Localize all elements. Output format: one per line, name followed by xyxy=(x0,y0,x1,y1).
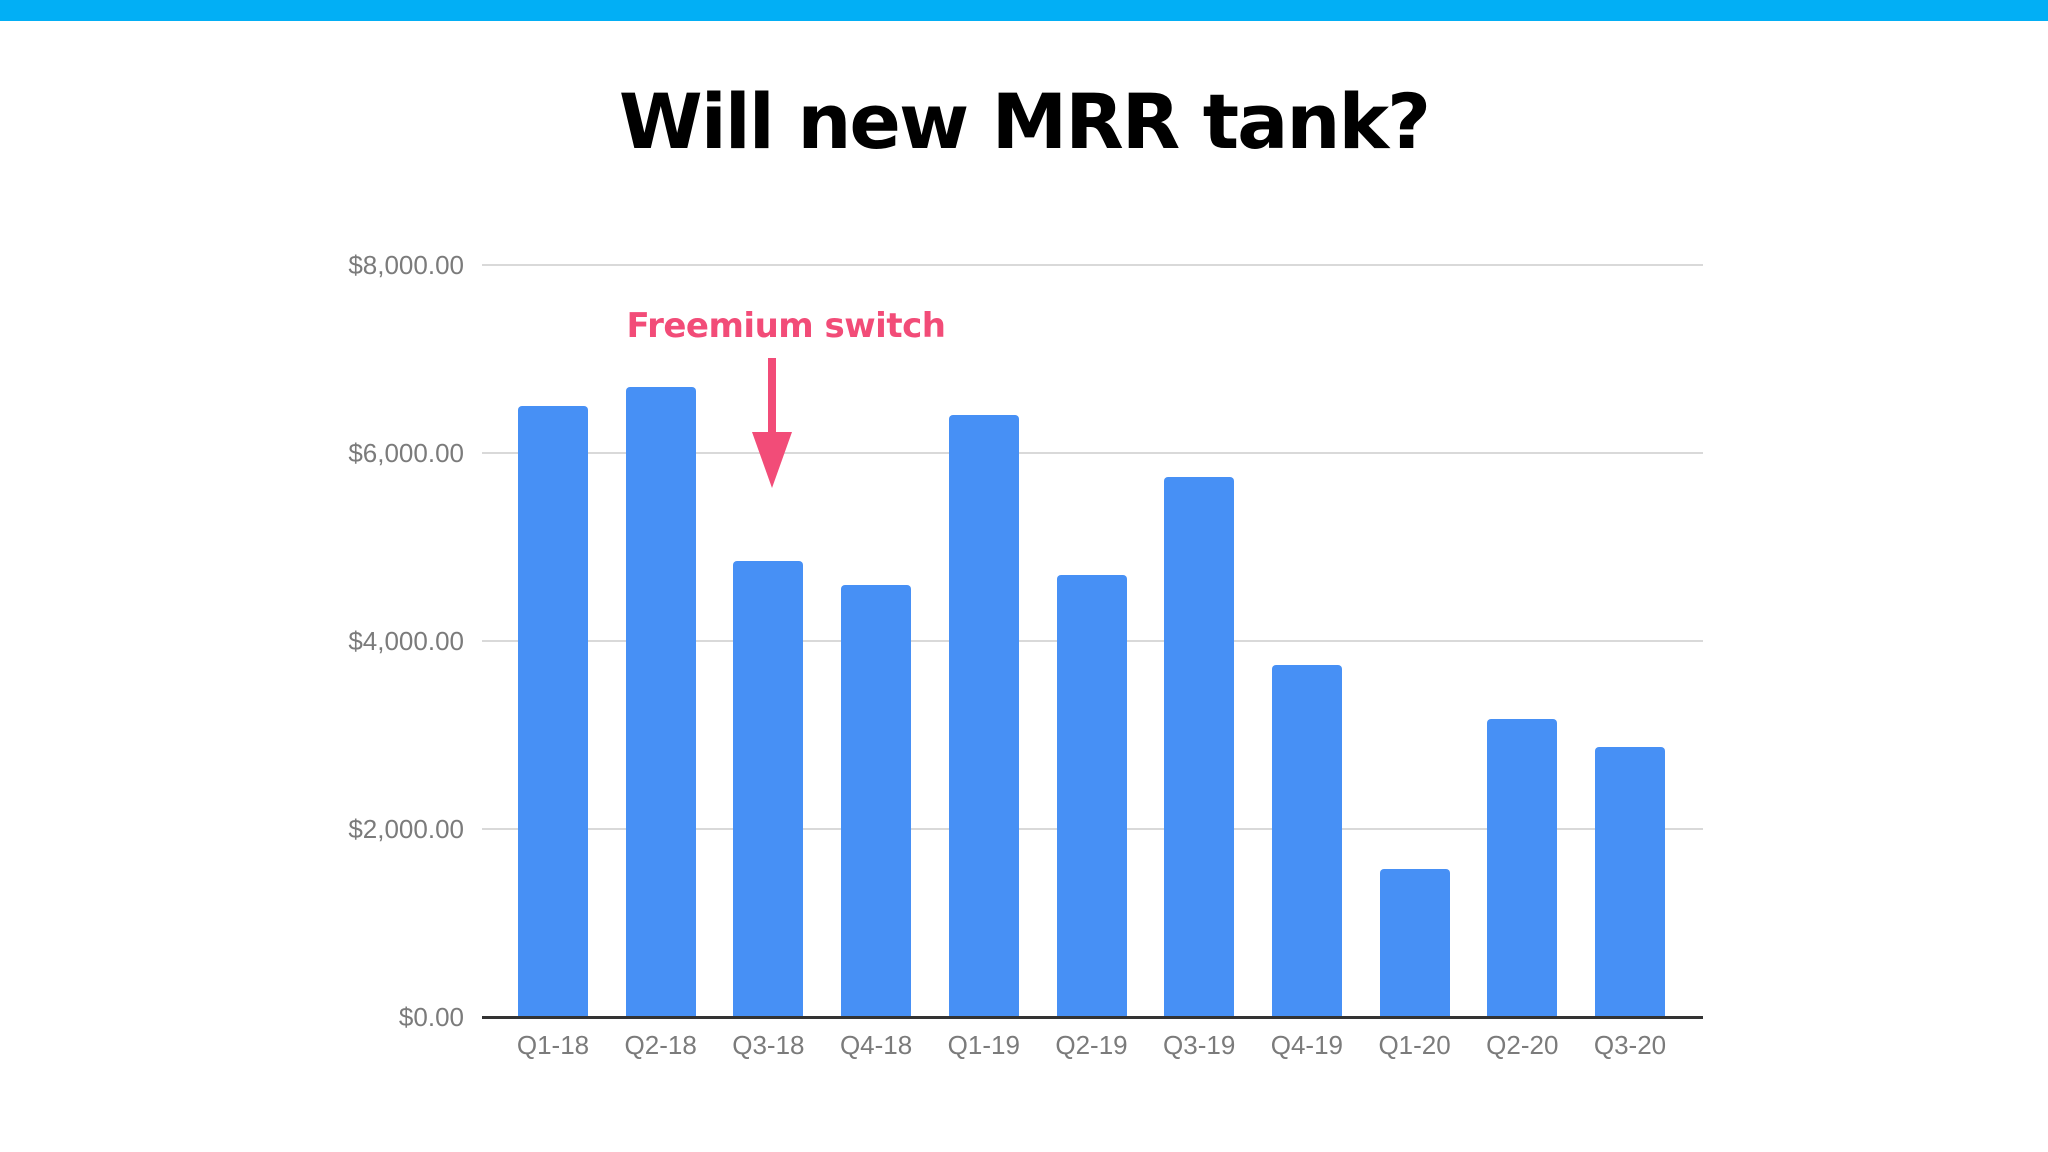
x-axis-tick-label: Q1-18 xyxy=(516,1030,590,1060)
bar-q2-18 xyxy=(625,387,696,1017)
bar-q2-20 xyxy=(1487,718,1558,1017)
x-axis-tick-label: Q2-20 xyxy=(1486,1030,1559,1060)
x-axis-tick-label: Q4-19 xyxy=(1270,1030,1344,1060)
slide-title: Will new MRR tank? xyxy=(618,77,1431,166)
annotation-label: Freemium switch xyxy=(626,306,946,346)
x-axis-tick-label: Q3-19 xyxy=(1163,1030,1236,1060)
bar-q3-19 xyxy=(1164,476,1235,1017)
y-axis-tick-label: $8,000.00 xyxy=(348,250,464,280)
bar-q3-20 xyxy=(1595,746,1665,1017)
x-axis-tick-label: Q3-18 xyxy=(732,1030,805,1060)
bar-q1-20 xyxy=(1379,868,1450,1017)
bar-q4-18 xyxy=(841,584,912,1017)
x-axis-tick-label: Q1-19 xyxy=(947,1030,1020,1060)
bar-q2-19 xyxy=(1056,575,1127,1017)
gridline xyxy=(482,452,1703,454)
bar-q3-18 xyxy=(733,561,804,1017)
y-axis-tick-label: $6,000.00 xyxy=(348,438,464,468)
bar-q4-19 xyxy=(1271,664,1342,1017)
x-axis-tick-label: Q3-20 xyxy=(1593,1030,1667,1060)
x-axis-line xyxy=(482,1016,1703,1019)
bar-q1-19 xyxy=(948,415,1019,1017)
y-axis-tick-label: $4,000.00 xyxy=(348,626,464,656)
x-axis-tick-label: Q1-20 xyxy=(1378,1030,1451,1060)
arrow-down-icon xyxy=(752,358,792,488)
y-axis-tick-label: $2,000.00 xyxy=(348,814,464,844)
x-axis-tick-label: Q2-18 xyxy=(624,1030,697,1060)
y-axis-tick-label: $0.00 xyxy=(398,1002,464,1032)
x-axis-tick-label: Q4-18 xyxy=(839,1030,913,1060)
gridline xyxy=(482,264,1703,266)
x-axis-tick-label: Q2-19 xyxy=(1055,1030,1128,1060)
bar-q1-18 xyxy=(518,406,588,1017)
top-accent-band xyxy=(0,0,2048,21)
